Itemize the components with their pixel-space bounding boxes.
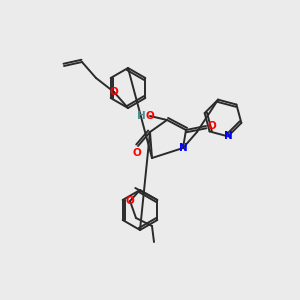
Text: O: O	[133, 148, 141, 158]
Text: O: O	[146, 111, 154, 121]
Text: N: N	[178, 143, 188, 153]
Text: H: H	[136, 111, 146, 121]
Text: O: O	[208, 121, 216, 131]
Text: O: O	[126, 196, 134, 206]
Text: O: O	[110, 87, 118, 97]
Text: N: N	[224, 131, 232, 141]
